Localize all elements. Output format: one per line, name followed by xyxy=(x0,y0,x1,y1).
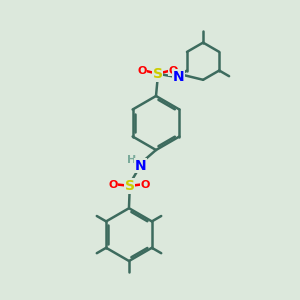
Text: O: O xyxy=(137,66,147,76)
Text: H: H xyxy=(127,155,136,165)
Text: O: O xyxy=(140,179,150,190)
Text: N: N xyxy=(173,70,184,84)
Text: S: S xyxy=(152,68,163,81)
Text: O: O xyxy=(108,179,118,190)
Text: S: S xyxy=(124,179,135,193)
Text: N: N xyxy=(135,159,146,172)
Text: O: O xyxy=(168,66,178,76)
